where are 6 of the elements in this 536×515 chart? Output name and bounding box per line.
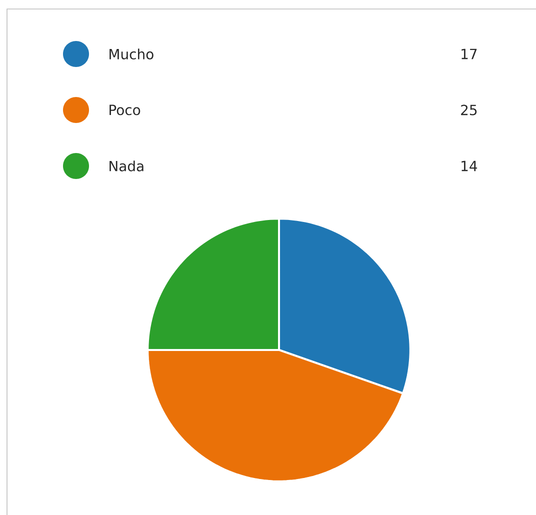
data-label: 25 (461, 104, 477, 116)
data-label: 14 (462, 160, 478, 172)
legend-label: Poco (110, 104, 140, 116)
legend-label: Mucho (110, 48, 154, 60)
data-label: 17 (462, 48, 477, 60)
legend-label: Nada (110, 160, 144, 172)
